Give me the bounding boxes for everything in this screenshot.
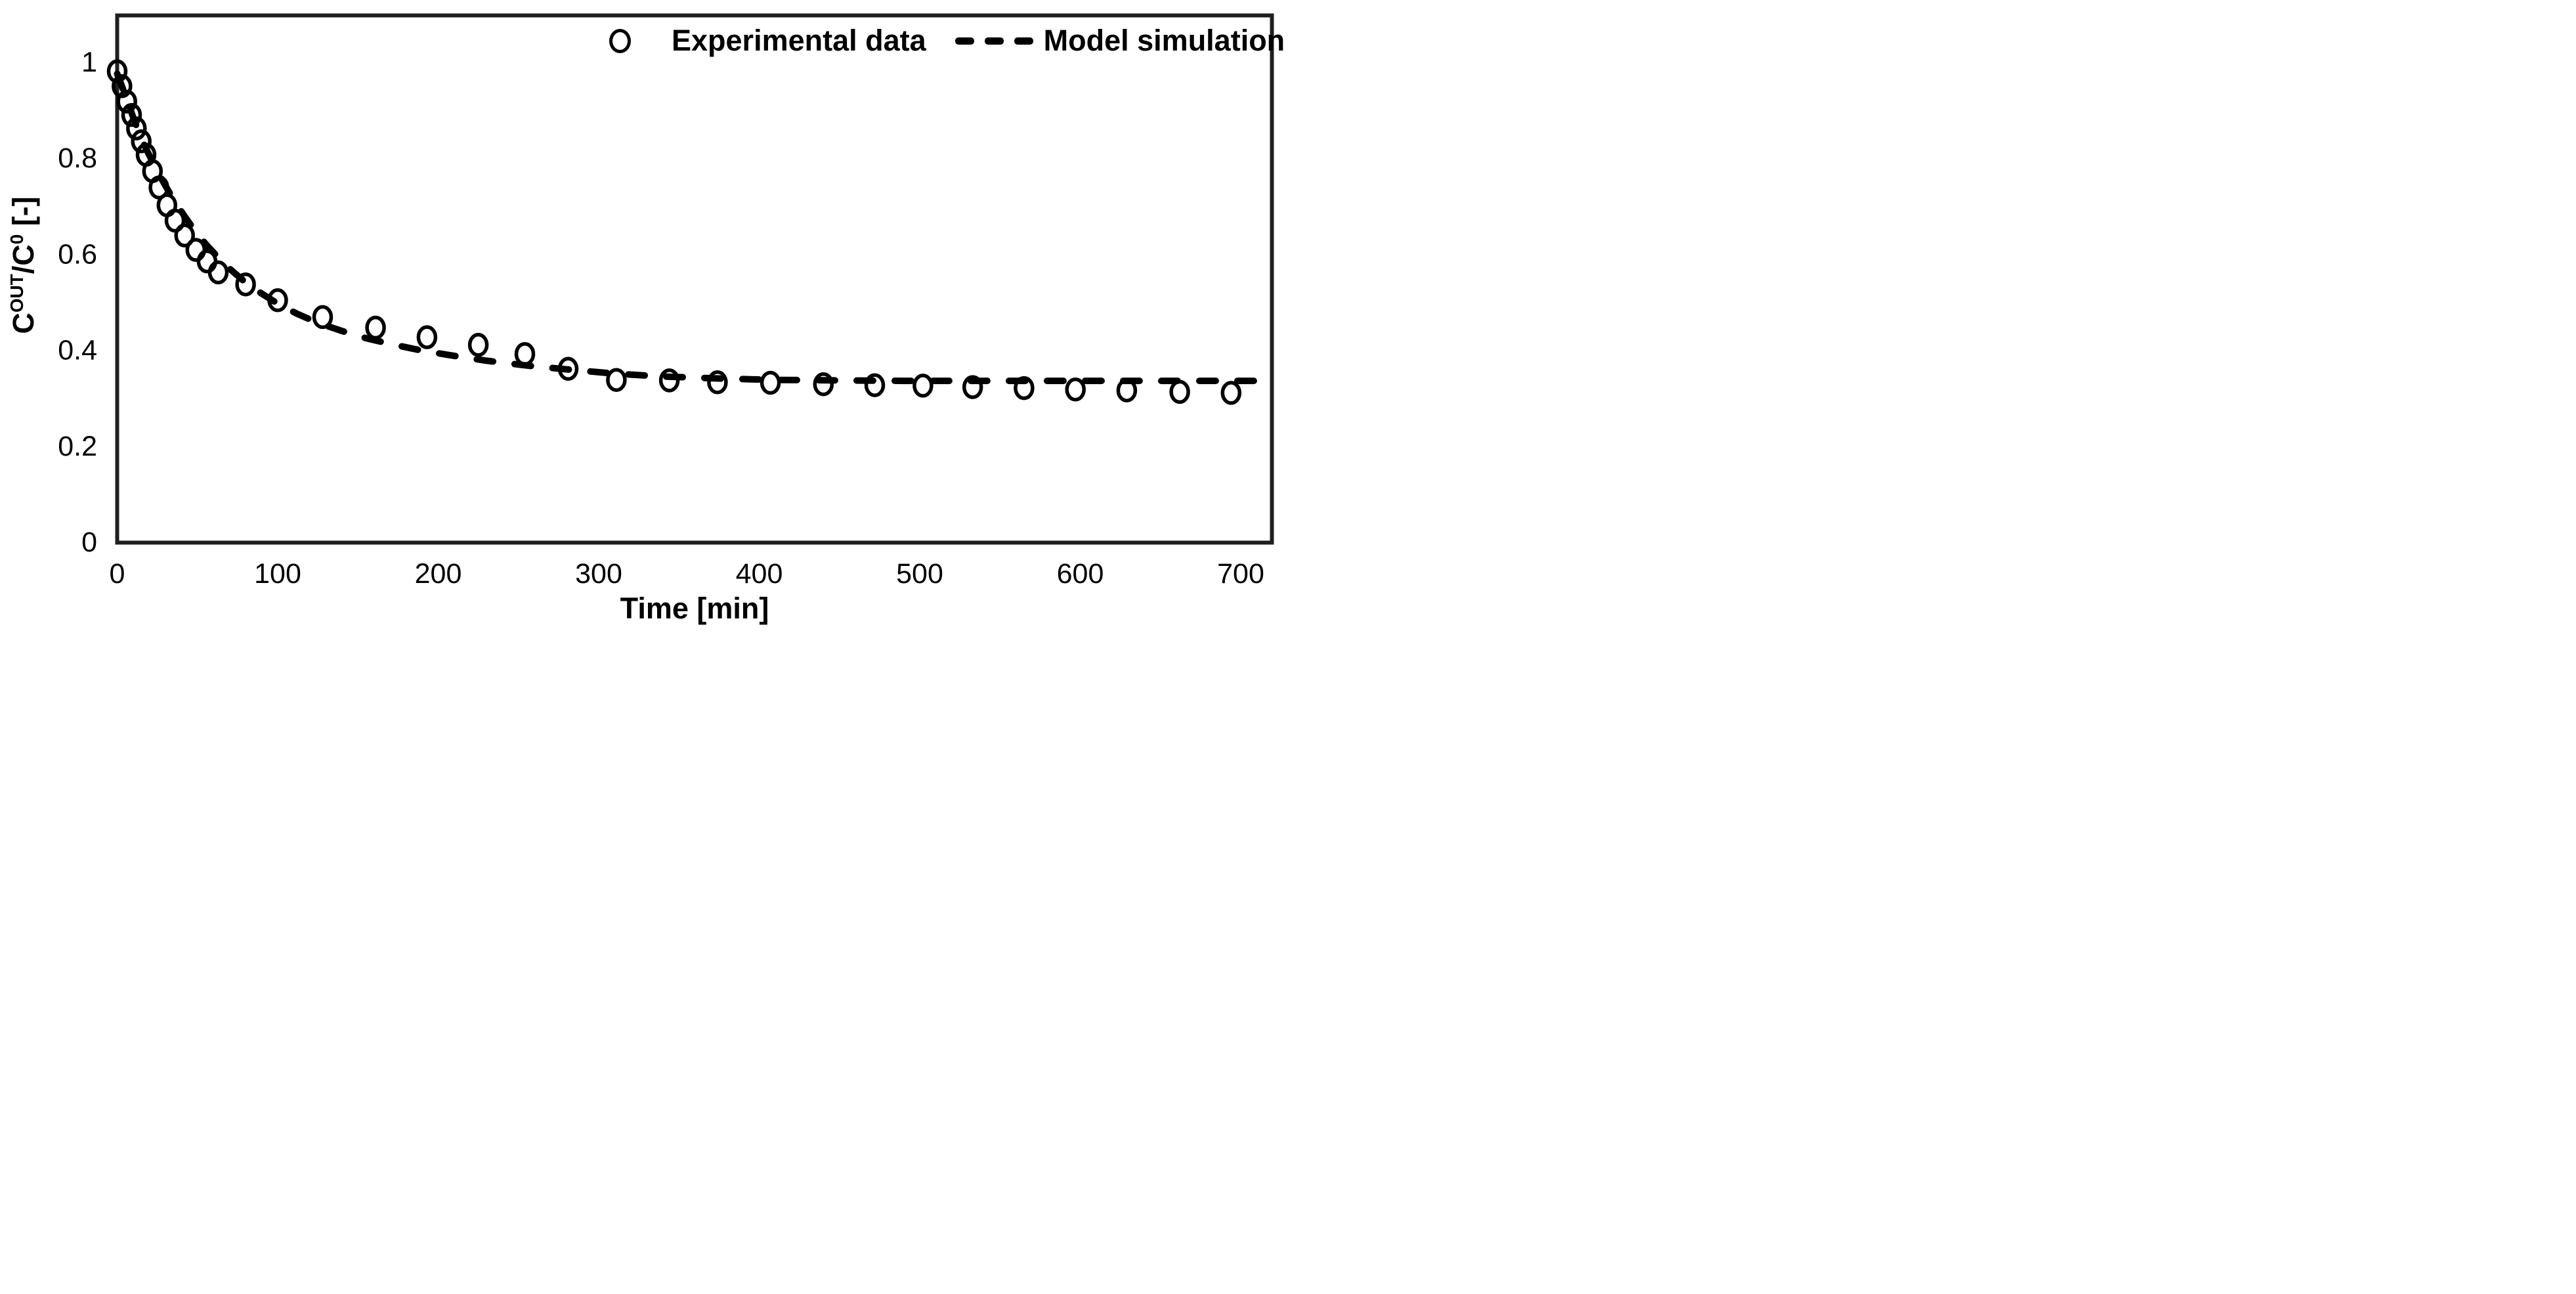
x-axis-title: Time [min] [620, 592, 769, 625]
experimental-data-point [365, 315, 386, 340]
experimental-data-point [106, 59, 128, 83]
x-tick-label-200: 200 [415, 558, 462, 590]
experimental-data-point [148, 175, 169, 200]
y-axis-title-text: C [7, 313, 40, 334]
y-axis-title: COUT/C0 [-] [7, 196, 41, 334]
experimental-data-point [514, 341, 536, 366]
experimental-data-point [1014, 376, 1035, 400]
experimental-data-point [467, 333, 489, 357]
y-tick-label-0.8: 0.8 [58, 142, 97, 174]
experimental-data-point [912, 374, 934, 398]
y-axis-title-superscript: OUT [7, 274, 27, 313]
x-tick-label-600: 600 [1057, 558, 1104, 590]
experimental-data-point [207, 260, 229, 285]
experimental-data-point [174, 223, 195, 248]
plot-frame [115, 13, 1274, 545]
experimental-data-point [312, 305, 333, 330]
y-axis-title-text: /C [7, 244, 40, 274]
experimental-data-point [1116, 378, 1138, 402]
x-tick-label-500: 500 [896, 558, 943, 590]
experimental-data-point [813, 372, 834, 397]
x-tick-label-100: 100 [254, 558, 301, 590]
y-axis-title-superscript: 0 [7, 234, 27, 245]
legend: Experimental data Model simulation [604, 21, 1285, 60]
experimental-data-point [1220, 381, 1242, 405]
y-axis-title-text: [-] [7, 196, 40, 234]
legend-marker-dashed-line-icon [955, 37, 1033, 45]
breakthrough-curve-chart: 0 100 200 300 400 500 600 700 1 0.8 0.6 0.4 0.2 0 COU… [0, 0, 1288, 647]
experimental-data-point [131, 129, 152, 154]
experimental-data-point [962, 375, 983, 399]
x-tick-label-700: 700 [1217, 558, 1264, 590]
y-tick-label-1: 1 [81, 47, 97, 78]
experimental-data-point [760, 370, 781, 395]
experimental-data-point [126, 116, 147, 140]
plot-svg: 0 100 200 300 400 500 600 700 1 0.8 0.6 0.4 0.2 0 [58, 13, 1275, 590]
experimental-data-point [116, 89, 137, 114]
y-tick-label-0.6: 0.6 [58, 238, 97, 270]
y-tick-label-0.4: 0.4 [58, 335, 97, 366]
experimental-data-point [235, 272, 256, 297]
experimental-data-point [416, 325, 438, 349]
x-tick-label-300: 300 [575, 558, 622, 590]
legend-marker-open-circle-icon [609, 28, 631, 53]
x-tick-label-0: 0 [110, 558, 125, 590]
experimental-data-point [707, 370, 728, 395]
experimental-data-point [658, 368, 680, 393]
experimental-data-point [606, 368, 627, 392]
experimental-data-point [196, 249, 218, 274]
experimental-data-point [164, 208, 186, 233]
x-tick-label-400: 400 [736, 558, 783, 590]
y-tick-label-0.2: 0.2 [58, 431, 97, 462]
experimental-data-point [267, 288, 288, 313]
experimental-data-point [1065, 377, 1086, 402]
y-tick-label-0: 0 [81, 527, 97, 558]
experimental-data-point [1169, 379, 1190, 404]
experimental-data-point [185, 238, 207, 262]
experimental-data-point [121, 102, 142, 127]
model-simulation-line [114, 70, 1275, 385]
experimental-data-point [864, 373, 886, 397]
legend-label-experimental: Experimental data [672, 24, 926, 57]
legend-label-model: Model simulation [1043, 24, 1285, 57]
experimental-data-point [112, 74, 133, 98]
experimental-data-point [557, 356, 579, 381]
